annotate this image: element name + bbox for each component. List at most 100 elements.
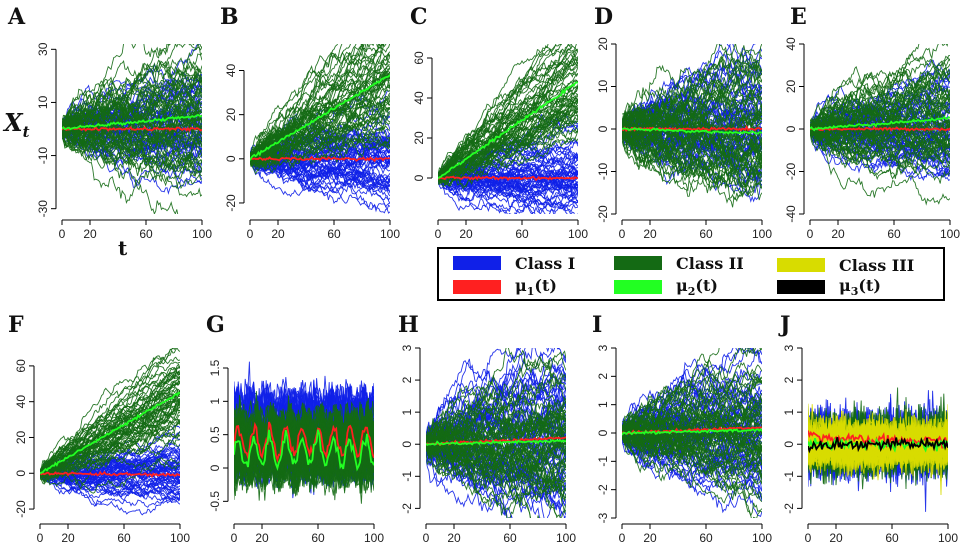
chart-panel-g: 1.5 1 0.5 0 -0.5 0 20 60 100 <box>208 359 384 545</box>
mean-line-mu-2 <box>622 427 762 436</box>
y-tick-label: 40 <box>14 395 28 409</box>
trajectory-class-ii <box>62 64 202 126</box>
x-tick-label: 0 <box>805 531 812 545</box>
trajectory-class-ii <box>40 409 180 478</box>
chart-panel-f: 60 40 20 0 -20 0 20 60 100 <box>14 348 190 545</box>
mean-line-mu-2 <box>810 115 950 132</box>
trajectory-class-i <box>438 167 578 200</box>
trajectory-class-ii <box>438 66 578 179</box>
y-tick-label: -10 <box>596 163 610 181</box>
legend-label-mu-1: μ1(t) <box>515 276 557 298</box>
y-axis-label: Xt <box>4 108 30 141</box>
trajectory-class-ii <box>438 44 557 178</box>
y-tick-label: -0.5 <box>208 491 222 512</box>
trajectory-class-ii <box>250 71 390 168</box>
x-tick-label: 60 <box>311 531 325 545</box>
legend-label-class-3: Class III <box>839 255 915 275</box>
legend-label-mu-3: μ3(t) <box>839 276 881 298</box>
trajectory-class-ii <box>810 55 950 128</box>
trajectory-class-ii <box>62 89 202 135</box>
trajectory-class-ii <box>810 122 950 149</box>
trajectory-class-ii <box>426 385 566 453</box>
y-tick-label: 1 <box>596 401 610 408</box>
plot-area-i <box>622 348 762 518</box>
y-tick-label: -20 <box>224 194 238 212</box>
trajectory-class-ii <box>250 44 384 163</box>
chart-panel-i: 3 2 1 0 -1 -2 -3 0 20 60 100 <box>596 344 772 545</box>
trajectory-class-ii <box>40 403 180 478</box>
mean-line-mu-2 <box>234 429 374 472</box>
trajectory-class-ii <box>40 380 180 479</box>
panel-label-a: A <box>8 4 26 30</box>
x-tick-label: 100 <box>568 227 588 241</box>
x-tick-label: 0 <box>247 227 254 241</box>
trajectory-class-ii <box>62 78 202 128</box>
y-tick-label: 0 <box>782 441 796 448</box>
trajectory-class-i <box>622 431 762 500</box>
trajectory-class-ii <box>250 56 390 156</box>
trajectory-class-ii <box>250 44 343 156</box>
trajectory-class-i <box>622 428 762 492</box>
y-tick-label: -20 <box>784 163 798 181</box>
chart-panel-h: 3 2 1 0 -1 -2 0 20 60 100 <box>400 344 576 545</box>
y-tick-label: 0 <box>784 125 798 132</box>
legend-swatch-class-3 <box>777 258 825 272</box>
mean-line-mu-2 <box>622 127 762 135</box>
trajectory-class-ii <box>40 373 180 472</box>
trajectory-class-ii <box>62 111 202 198</box>
y-tick-label: 40 <box>784 37 798 51</box>
y-tick-label: -10 <box>36 147 50 165</box>
legend-mu-1-symbol: μ <box>515 275 527 295</box>
y-tick-label: 0.5 <box>208 426 222 443</box>
trajectory-class-ii <box>438 92 578 180</box>
legend-mu-1-suffix: (t) <box>534 275 557 295</box>
chart-panel-b: 40 20 0 -20 0 20 60 100 <box>224 44 400 241</box>
x-tick-label: 20 <box>643 227 657 241</box>
trajectory-class-ii <box>250 106 390 166</box>
trajectory-class-ii <box>622 411 762 466</box>
x-tick-label: 20 <box>829 531 843 545</box>
trajectory-class-ii <box>62 74 202 127</box>
y-tick-label: 0 <box>400 441 414 448</box>
y-tick-label: 0 <box>596 125 610 132</box>
trajectory-class-ii <box>62 91 202 148</box>
plot-area-a <box>62 44 202 214</box>
legend-swatch-class-2 <box>614 256 662 270</box>
plot-area-f <box>40 348 180 516</box>
trajectory-class-ii <box>810 108 950 132</box>
trajectory-class-ii <box>426 442 566 499</box>
y-tick-label: -2 <box>596 484 610 495</box>
y-tick-label: 0 <box>224 155 238 162</box>
mean-line-mu-3 <box>808 436 948 454</box>
chart-panel-a: 30 10 -10 -30 0 20 60 100 <box>36 42 212 241</box>
trajectory-class-i <box>40 472 180 499</box>
y-tick-label: -2 <box>400 503 414 514</box>
y-tick-label: 1 <box>782 408 796 415</box>
trajectory-class-ii <box>438 44 569 179</box>
trajectory-class-ii <box>40 348 180 478</box>
y-tick-label: 20 <box>784 80 798 94</box>
plot-area-g <box>234 361 374 504</box>
x-tick-label: 20 <box>61 531 75 545</box>
legend-mu-3-symbol: μ <box>839 275 851 295</box>
x-tick-label: 60 <box>327 227 341 241</box>
plot-area-h <box>426 348 566 518</box>
panel-label-e: E <box>790 4 807 30</box>
y-tick-label: 20 <box>224 108 238 122</box>
y-tick-label: 0 <box>412 174 426 181</box>
trajectory-class-ii <box>250 89 390 159</box>
trajectory-class-ii <box>810 106 950 135</box>
trajectory-class-ii <box>438 105 578 179</box>
trajectory-class-ii <box>426 419 566 478</box>
x-tick-label: 60 <box>699 227 713 241</box>
trajectory-class-ii <box>810 80 950 137</box>
trajectory-class-ii <box>622 376 762 433</box>
trajectory-class-ii <box>62 98 202 164</box>
trajectory-class-ii <box>234 402 374 496</box>
y-tick-label: 10 <box>36 95 50 109</box>
trajectory-class-ii <box>62 75 202 148</box>
trajectory-class-ii <box>622 58 762 150</box>
mean-line-mu-2 <box>438 81 578 180</box>
x-tick-label: 60 <box>503 531 517 545</box>
trajectory-class-ii <box>622 404 762 456</box>
